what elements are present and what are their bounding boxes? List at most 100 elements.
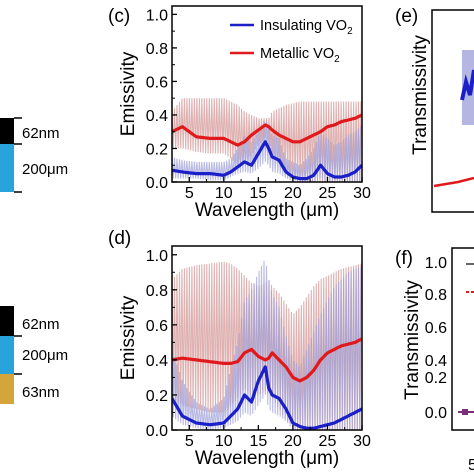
plot-frame-f — [451, 247, 474, 431]
data-point-metallic-6 — [236, 143, 239, 147]
data-point-insulating-14 — [284, 170, 288, 174]
data-point-metallic-23 — [346, 342, 350, 346]
y-tick-f-1: 1.0 — [425, 255, 447, 272]
device-schematic-bottom: 62nm 200μm 63nm — [0, 306, 68, 404]
panel-c-legend-label-1: Metallic VO2 — [260, 46, 340, 65]
data-point-insulating-23 — [346, 414, 350, 418]
data-point-insulating-16 — [298, 425, 302, 428]
data-point-insulating-4 — [222, 174, 226, 177]
panel-d-x-tick-label-5: 5 — [185, 433, 194, 450]
panel-c-plot-frame — [171, 5, 363, 183]
panel-c-x-tick-label-15: 15 — [249, 185, 267, 202]
data-point-insulating-8 — [250, 400, 253, 404]
data-point-metallic-8 — [250, 348, 253, 351]
data-point-insulating-11 — [267, 386, 270, 390]
panel-c-x-tick-label-5: 5 — [185, 185, 194, 202]
data-point-insulating-2 — [194, 172, 198, 175]
panel-d-y-tick-label-0.6: 0.6 — [146, 318, 168, 335]
y-tick-f-08: 0.8 — [425, 287, 447, 304]
panel-d-y-axis-label: Emissivity — [118, 295, 139, 380]
data-point-metallic-17 — [305, 137, 308, 140]
panel-c-legend-label-0: Insulating VO2 — [260, 18, 353, 37]
y-axis-label-e: Transmissivity — [410, 35, 431, 155]
panel-c-x-tick-label-20: 20 — [284, 185, 302, 202]
panel-label-f: (f) — [395, 248, 413, 269]
panel-d-y-tick-label-1.0: 1.0 — [146, 248, 168, 265]
panel-c-x-tick-label-30: 30 — [353, 185, 371, 202]
data-point-metallic-2 — [194, 135, 198, 138]
data-point-metallic-18 — [312, 369, 315, 372]
panel-c-y-tick-label-0.6: 0.6 — [146, 74, 168, 91]
chart-panel-c: 5 10 15 20 25 30 0.0 0.2 0.4 0.6 0.8 1.0 Wavelength … — [108, 5, 371, 221]
data-point-metallic-5 — [229, 362, 232, 365]
data-point-insulating-9 — [257, 379, 260, 383]
data-point-metallic-16 — [298, 140, 302, 143]
panel-d-plot-area — [172, 260, 362, 430]
data-point-insulating-18 — [312, 174, 315, 177]
y-tick-f-02: 0.2 — [425, 370, 447, 387]
substrate-layer-bottom — [0, 336, 14, 374]
panel-d-panel-label: (d) — [108, 228, 131, 249]
data-point-metallic-20 — [326, 351, 329, 355]
data-point-metallic-9 — [257, 355, 260, 358]
data-point-metallic-12 — [270, 128, 274, 132]
insulating-line-e — [460, 69, 474, 101]
y-tick-f-00: 0.0 — [425, 405, 447, 422]
chart-panel-f-partial: (f) Transmissivity 1.0 0.8 0.6 0.4 0.2 0… — [395, 247, 474, 474]
data-point-insulating-5 — [229, 170, 232, 174]
data-point-metallic-16 — [298, 379, 302, 383]
data-point-metallic-21 — [333, 123, 336, 127]
plot-frame-e — [431, 9, 474, 213]
data-point-metallic-6 — [236, 360, 239, 363]
panel-c-x-tick-label-10: 10 — [215, 185, 233, 202]
data-point-metallic-8 — [250, 133, 253, 137]
data-point-metallic-11 — [267, 125, 270, 128]
data-point-insulating-23 — [346, 174, 350, 177]
data-point-metallic-1 — [181, 125, 184, 128]
data-point-insulating-13 — [277, 397, 281, 400]
panel-d-x-axis-label: Wavelength (μm) — [195, 448, 339, 469]
data-point-insulating-15 — [291, 421, 295, 425]
metal-layer-bottom — [0, 374, 14, 404]
data-point-insulating-11 — [267, 147, 270, 150]
y-ticks-f: 1.0 0.8 0.6 0.4 0.2 0.0 — [425, 255, 447, 422]
data-point-metallic-5 — [229, 140, 232, 143]
data-point-metallic-15 — [291, 140, 295, 143]
series-line-metallic — [172, 113, 362, 147]
series-line-insulating — [172, 140, 362, 181]
data-point-insulating-22 — [340, 175, 343, 179]
thickness-label-63nm-bottom: 63nm — [22, 384, 60, 401]
data-point-insulating-1 — [181, 170, 184, 174]
data-point-insulating-24 — [353, 411, 357, 414]
data-point-metallic-20 — [326, 125, 329, 128]
data-point-metallic-4 — [222, 362, 226, 365]
panel-c-y-tick-label-0.2: 0.2 — [146, 141, 168, 158]
data-point-insulating-3 — [208, 172, 212, 175]
data-point-insulating-9 — [257, 152, 260, 155]
thickness-label-62nm-bottom: 62nm — [22, 316, 60, 333]
data-point-metallic-21 — [333, 348, 336, 351]
data-point-insulating-3 — [208, 423, 212, 426]
data-point-insulating-10 — [264, 365, 267, 369]
data-point-metallic-10 — [264, 358, 267, 362]
data-point-insulating-21 — [333, 421, 336, 425]
data-point-insulating-4 — [222, 421, 226, 425]
data-point-metallic-23 — [346, 118, 350, 122]
data-point-insulating-7 — [243, 393, 246, 397]
series-marker-f-square — [462, 409, 468, 415]
data-point-insulating-2 — [194, 421, 198, 425]
data-point-metallic-9 — [257, 128, 260, 132]
thickness-label-62nm-top: 62nm — [22, 125, 60, 142]
panel-d-y-tick-label-0.2: 0.2 — [146, 388, 168, 405]
panel-d-plot-frame — [171, 245, 363, 431]
panel-d-x-tick-label-15: 15 — [249, 433, 267, 450]
data-point-metallic-12 — [270, 351, 274, 355]
data-point-insulating-13 — [277, 159, 281, 162]
panel-d-x-tick-label-30: 30 — [353, 433, 371, 450]
thickness-label-200um-top: 200μm — [22, 161, 68, 178]
data-point-metallic-22 — [340, 120, 343, 123]
data-point-insulating-5 — [229, 414, 232, 418]
data-point-metallic-17 — [305, 376, 308, 379]
vo2-layer-bottom — [0, 306, 14, 336]
